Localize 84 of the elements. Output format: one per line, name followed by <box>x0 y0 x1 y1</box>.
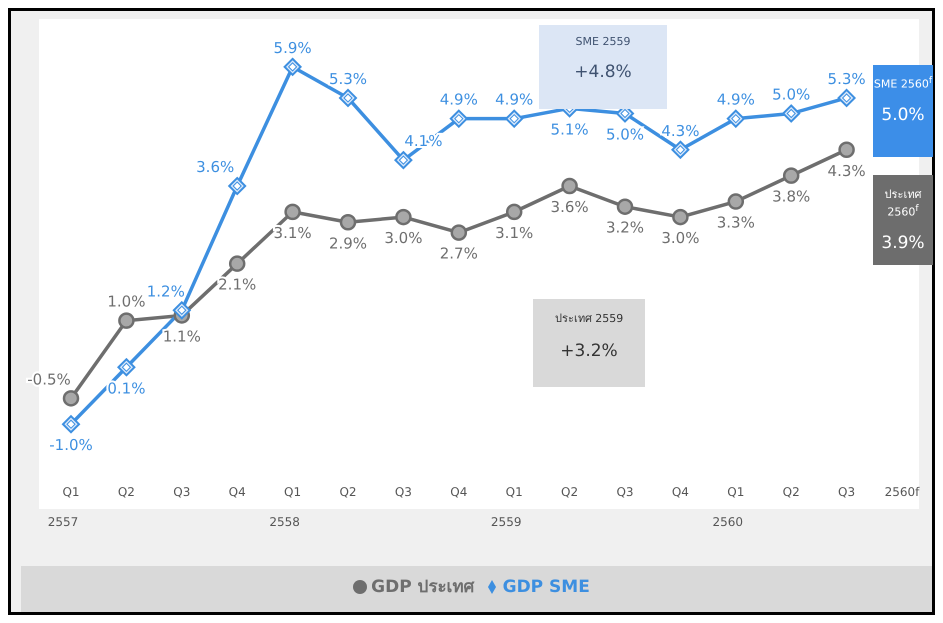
data-label: 5.9% <box>274 38 312 57</box>
point <box>728 193 744 210</box>
point <box>450 224 468 241</box>
data-label: 2.9% <box>328 234 368 252</box>
summary-box: ประเทศ 2560$^{f}$ 3.9% <box>873 175 933 265</box>
annotation: 5.0% <box>880 104 926 125</box>
data-label: 5.3% <box>828 70 866 88</box>
annotation: +3.2% <box>559 341 619 361</box>
data-label: 3.6% <box>550 198 589 216</box>
point <box>672 208 689 226</box>
point <box>172 301 191 320</box>
data-label: 3.2% <box>606 218 644 237</box>
point <box>561 178 578 194</box>
category-label: Q1 2558 <box>269 485 302 529</box>
point <box>616 198 634 215</box>
x-tick-label: Q4 <box>228 485 246 499</box>
data-label: -1.0% <box>49 436 93 454</box>
annotation: 3.9% <box>880 232 926 253</box>
data-label: 3.0% <box>661 229 700 248</box>
x-tick-label: Q3 <box>616 485 634 499</box>
category-label: Q1 2557 <box>48 485 80 529</box>
x-tick-label: 2560f <box>884 485 920 499</box>
point <box>505 110 524 128</box>
point <box>117 358 136 376</box>
point <box>62 415 80 434</box>
legend-label: GDP ประเทศ <box>371 577 475 597</box>
x-tick-label: Q3 <box>173 485 190 499</box>
point <box>782 104 800 122</box>
data-label: 5.0% <box>772 86 810 104</box>
data-label: 3.1% <box>274 224 312 242</box>
annotation: ประเทศ 2560$^{f}$ <box>884 187 922 219</box>
data-label: 1.0% <box>107 292 146 311</box>
point <box>228 177 246 195</box>
point <box>671 140 690 159</box>
x-tick-label: Q4 <box>672 485 689 499</box>
point <box>284 204 301 220</box>
x-tick-label: Q2 <box>118 485 135 499</box>
data-label: 4.9% <box>716 90 755 109</box>
summary-box: SME 2560$^{f}$ 5.0% <box>873 65 933 157</box>
x-tick-label: Q2 <box>782 485 800 499</box>
legend-label: GDP SME <box>502 577 590 597</box>
point <box>340 214 356 230</box>
data-label: 5.1% <box>550 120 589 138</box>
annotation: ประเทศ 2559 <box>554 311 624 327</box>
summary-box: ประเทศ 2559 +3.2% <box>533 299 645 387</box>
point <box>284 58 302 76</box>
x-tick-label: Q3 <box>838 485 856 499</box>
point <box>62 390 80 407</box>
x-tick-label: Q3 <box>394 485 412 499</box>
data-label: 4.9% <box>495 90 534 109</box>
data-label: 5.0% <box>606 126 644 144</box>
data-label: 2.7% <box>440 244 478 263</box>
x-tick-label: Q4 <box>450 485 468 499</box>
x-tick-label: Q2 <box>339 485 357 499</box>
point <box>782 167 800 184</box>
point <box>450 110 468 128</box>
data-label: 4.9% <box>440 90 478 109</box>
point <box>118 312 135 329</box>
data-label: 4.3% <box>661 122 700 140</box>
data-label: 1.2% <box>146 282 185 300</box>
data-label: 3.3% <box>716 214 755 232</box>
data-label: 4.3% <box>828 162 866 180</box>
point <box>726 110 745 128</box>
point <box>838 88 856 107</box>
data-label: 1.1% <box>162 327 201 346</box>
data-label: 3.6% <box>196 158 234 176</box>
point <box>395 208 412 226</box>
point <box>506 204 522 220</box>
data-label: -0.5% <box>27 370 71 388</box>
category-label: Q1 2560 <box>712 485 744 529</box>
annotation: SME 2560$^{f}$ <box>873 75 933 91</box>
data-label: 5.3% <box>328 70 368 88</box>
category-label: Q1 2559 <box>490 485 523 529</box>
x-tick-label: Q2 <box>561 485 578 499</box>
summary-box: SME 2559 +4.8% <box>539 25 667 109</box>
annotation: +4.8% <box>573 62 633 82</box>
data-label: 3.0% <box>384 229 422 248</box>
data-label: 2.1% <box>218 276 256 294</box>
point <box>394 151 412 170</box>
point <box>339 88 357 107</box>
point <box>838 142 855 158</box>
data-label: 3.8% <box>772 188 810 206</box>
point <box>228 255 246 272</box>
data-label: 3.1% <box>495 224 534 242</box>
